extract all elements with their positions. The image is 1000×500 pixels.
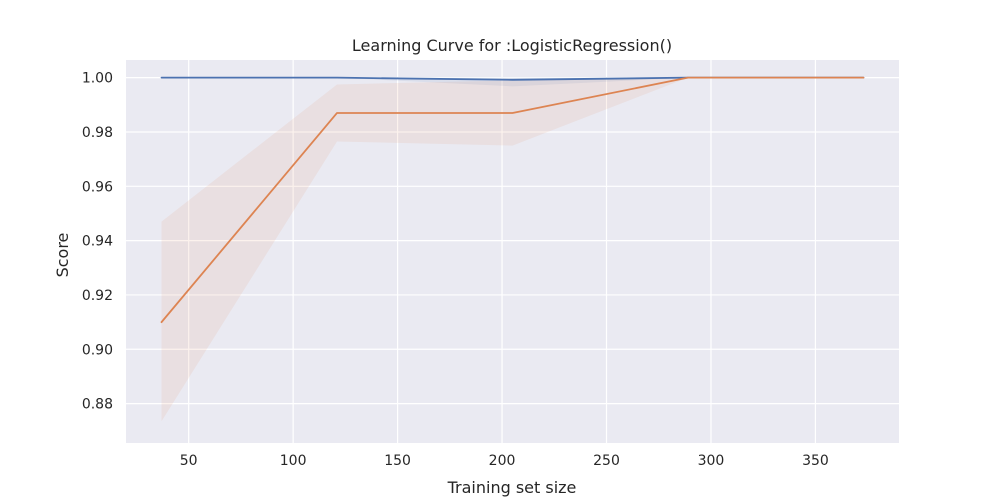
y-tick-label: 0.88: [82, 397, 113, 413]
chart-title: Learning Curve for :LogisticRegression(): [352, 36, 672, 55]
y-tick-label: 1.00: [82, 71, 113, 87]
y-axis-label: Score: [53, 233, 72, 278]
x-tick-label: 250: [593, 453, 620, 469]
x-tick-label: 350: [802, 453, 829, 469]
x-tick-label: 50: [180, 453, 198, 469]
plot-background: [126, 60, 899, 443]
y-tick-label: 0.98: [82, 125, 113, 141]
x-tick-label: 300: [698, 453, 725, 469]
series-2-line: [160, 76, 865, 324]
y-tick-label: 0.96: [82, 179, 113, 195]
x-tick-label: 100: [280, 453, 307, 469]
confidence-bands: [161, 77, 864, 422]
x-tick-label: 200: [489, 453, 516, 469]
series-lines: [160, 76, 865, 324]
x-tick-label: 150: [384, 453, 411, 469]
y-tick-label: 0.92: [82, 288, 113, 304]
y-tick-label: 0.90: [82, 342, 113, 358]
grid: [126, 60, 899, 443]
y-tick-label: 0.94: [82, 234, 113, 250]
series-1-band: [161, 77, 864, 87]
x-axis-label: Training set size: [447, 478, 577, 497]
x-axis-ticks: 50 100 150 200 250 300 350: [180, 453, 829, 469]
y-axis-ticks: 0.88 0.90 0.92 0.94 0.96 0.98 1.00: [82, 71, 113, 413]
